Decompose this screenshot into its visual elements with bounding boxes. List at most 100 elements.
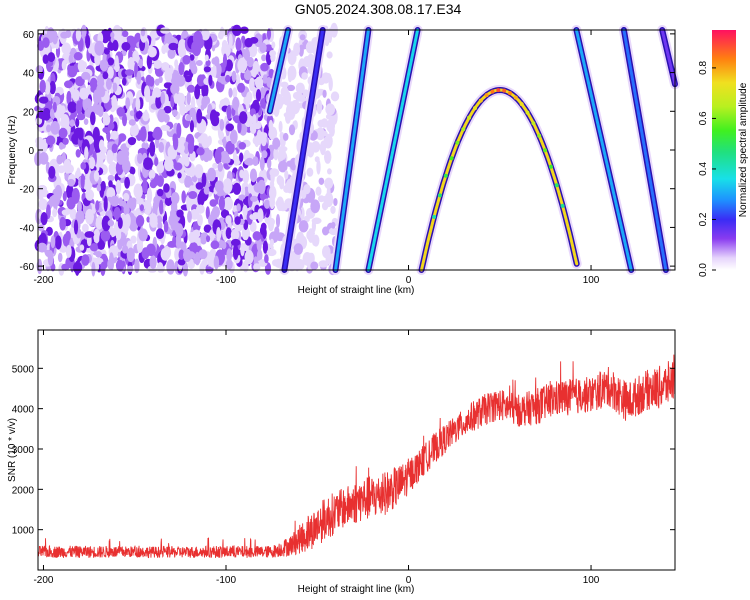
noise-speck [272, 137, 281, 150]
noise-speck [276, 196, 285, 212]
noise-speck [106, 130, 111, 142]
noise-speck [93, 228, 101, 244]
noise-speck [84, 231, 95, 238]
noise-speck [98, 86, 106, 98]
colorbar-tick-label: 0.0 [698, 263, 709, 277]
noise-speck [123, 204, 130, 216]
noise-speck [144, 85, 151, 100]
noise-speck [237, 120, 242, 134]
noise-speck [298, 220, 309, 233]
noise-speck [316, 99, 323, 115]
noise-speck [252, 231, 262, 241]
noise-speck [52, 208, 58, 218]
noise-speck [269, 179, 275, 190]
snr-series [37, 354, 676, 559]
noise-speck [163, 105, 172, 114]
noise-speck [254, 76, 264, 90]
noise-speck [96, 184, 102, 192]
noise-speck [237, 57, 248, 73]
noise-speck [85, 34, 91, 49]
noise-speck [73, 52, 83, 61]
noise-speck [129, 110, 135, 117]
noise-speck [286, 160, 294, 167]
noise-speck [76, 113, 86, 121]
noise-speck [222, 178, 233, 194]
noise-speck [146, 187, 153, 204]
noise-speck [322, 89, 327, 98]
noise-speck [194, 84, 201, 100]
noise-speck [57, 165, 65, 174]
noise-speck [65, 164, 74, 174]
noise-speck [241, 35, 246, 43]
noise-speck [186, 195, 192, 212]
noise-speck [221, 43, 231, 58]
noise-speck [166, 259, 175, 275]
noise-speck [207, 167, 217, 182]
spectrogram-y-tick-label: 0 [28, 146, 34, 157]
noise-speck [146, 243, 156, 257]
noise-speck [79, 87, 89, 100]
noise-speck [225, 59, 234, 72]
noise-speck [60, 114, 70, 130]
noise-speck [257, 179, 266, 195]
noise-speck [67, 65, 78, 78]
noise-speck [316, 159, 321, 175]
colorbar-gradient [712, 30, 736, 270]
noise-speck [257, 208, 264, 223]
noise-speck [129, 124, 139, 137]
noise-speck [232, 182, 242, 195]
noise-speck [65, 244, 72, 258]
noise-speck [107, 66, 114, 79]
noise-speck [103, 195, 108, 212]
noise-speck [219, 26, 225, 38]
noise-speck [205, 266, 213, 273]
noise-speck [290, 100, 298, 112]
noise-speck [260, 62, 269, 72]
noise-speck [323, 133, 333, 149]
noise-speck [187, 139, 195, 154]
noise-speck [35, 117, 43, 125]
snr-y-tick-label: 3000 [12, 445, 35, 456]
noise-speck [37, 111, 48, 120]
noise-speck [221, 241, 227, 250]
noise-speck [136, 65, 146, 72]
spectral-arc-bead [543, 148, 547, 153]
noise-speck [160, 91, 166, 105]
noise-speck [325, 103, 336, 116]
spectral-arc-bead [525, 110, 530, 115]
noise-speck [61, 263, 70, 271]
noise-speck [324, 150, 332, 164]
spectral-line [268, 28, 290, 113]
noise-speck [117, 237, 123, 250]
noise-speck [37, 242, 48, 253]
noise-speck [307, 228, 315, 243]
noise-speck [135, 97, 141, 112]
noise-speck [79, 244, 85, 251]
noise-speck [204, 54, 209, 62]
noise-speck [68, 54, 74, 64]
noise-speck [239, 111, 248, 124]
noise-speck [133, 183, 143, 199]
noise-speck [298, 44, 304, 57]
snr-y-ticks: 1000 2000 3000 4000 5000 [12, 364, 675, 537]
noise-speck [231, 70, 237, 83]
noise-speck [149, 141, 156, 157]
noise-speck [186, 84, 196, 93]
noise-speck [176, 92, 186, 105]
noise-speck [242, 169, 250, 184]
noise-speck [186, 114, 192, 122]
noise-speck [134, 258, 140, 274]
colorbar-tick-label: 0.2 [698, 212, 709, 226]
noise-speck [254, 135, 260, 147]
noise-speck [142, 179, 148, 194]
noise-speck [93, 102, 98, 114]
noise-speck [95, 215, 104, 230]
noise-speck [310, 261, 319, 270]
spectral-line [660, 28, 677, 86]
noise-speck [236, 203, 241, 212]
noise-speck [322, 195, 328, 203]
noise-speck [293, 243, 303, 255]
spectral-line [622, 28, 668, 272]
noise-speck [75, 149, 81, 158]
